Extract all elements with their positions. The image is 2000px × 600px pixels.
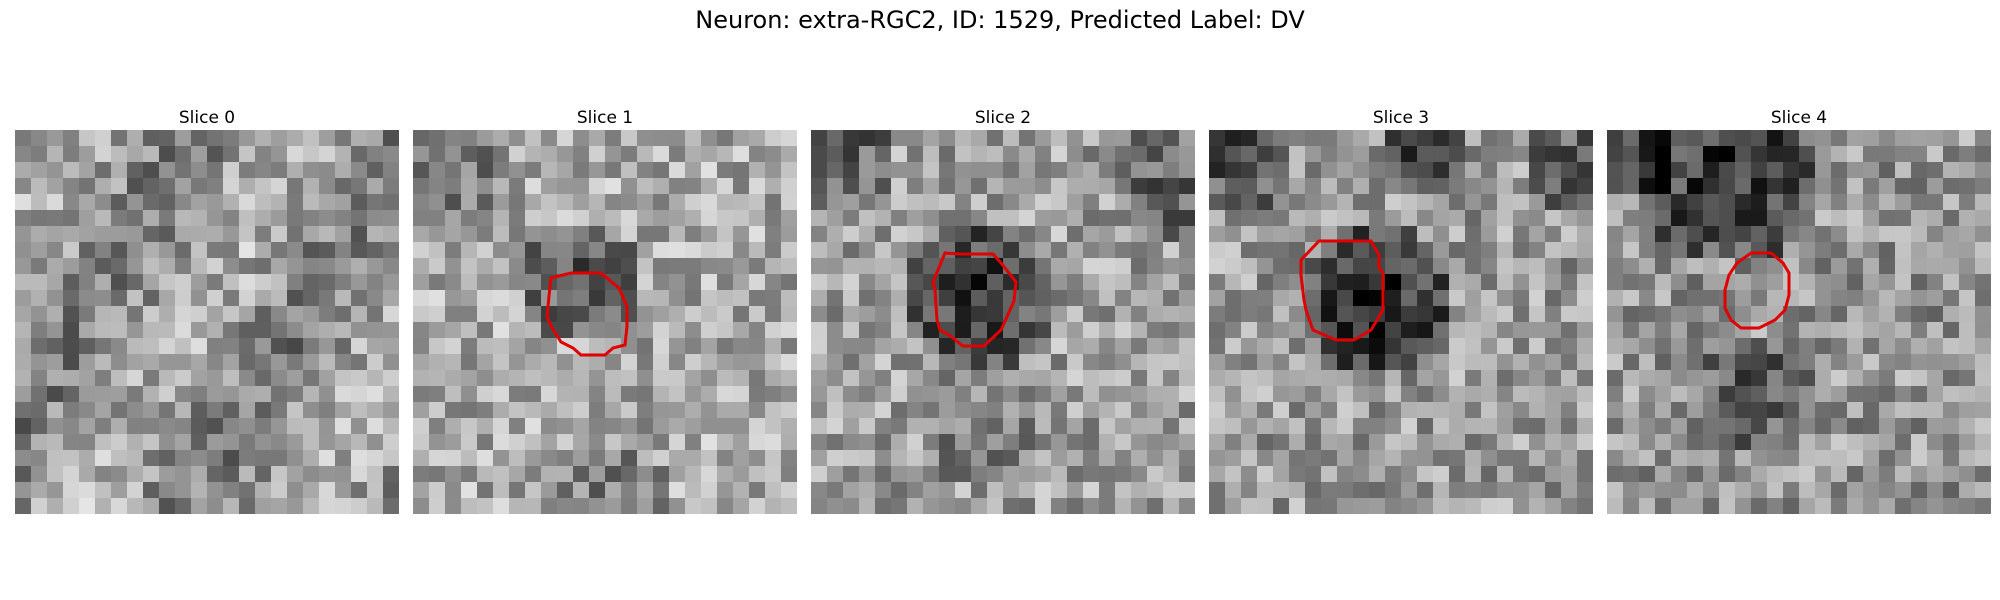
roi-contour	[545, 271, 629, 357]
slice-image	[1209, 130, 1593, 514]
slice-title: Slice 3	[1372, 108, 1430, 128]
grayscale-image	[15, 130, 399, 514]
slice-image	[811, 130, 1195, 514]
slice-panel-2: Slice 2	[811, 106, 1195, 514]
roi-contour	[1723, 251, 1791, 330]
slice-panel-4: Slice 4	[1607, 106, 1991, 514]
slice-title: Slice 2	[974, 108, 1032, 128]
grayscale-image	[1209, 130, 1593, 514]
roi-contour	[931, 251, 1018, 348]
roi-contour	[1299, 239, 1385, 342]
grayscale-image	[1607, 130, 1991, 514]
slice-panel-1: Slice 1	[413, 106, 797, 514]
roi-outline	[931, 251, 1018, 348]
roi-outline	[1723, 251, 1791, 330]
slice-title: Slice 4	[1770, 108, 1828, 128]
slice-title: Slice 1	[576, 108, 634, 128]
figure-title: Neuron: extra-RGC2, ID: 1529, Predicted …	[695, 6, 1305, 34]
roi-outline	[1299, 239, 1385, 342]
slice-panel-3: Slice 3	[1209, 106, 1593, 514]
roi-outline	[545, 271, 629, 357]
slice-image	[413, 130, 797, 514]
slice-panel-0: Slice 0	[15, 106, 399, 514]
grayscale-image	[413, 130, 797, 514]
slice-image	[1607, 130, 1991, 514]
slice-image	[15, 130, 399, 514]
slice-title: Slice 0	[178, 108, 236, 128]
